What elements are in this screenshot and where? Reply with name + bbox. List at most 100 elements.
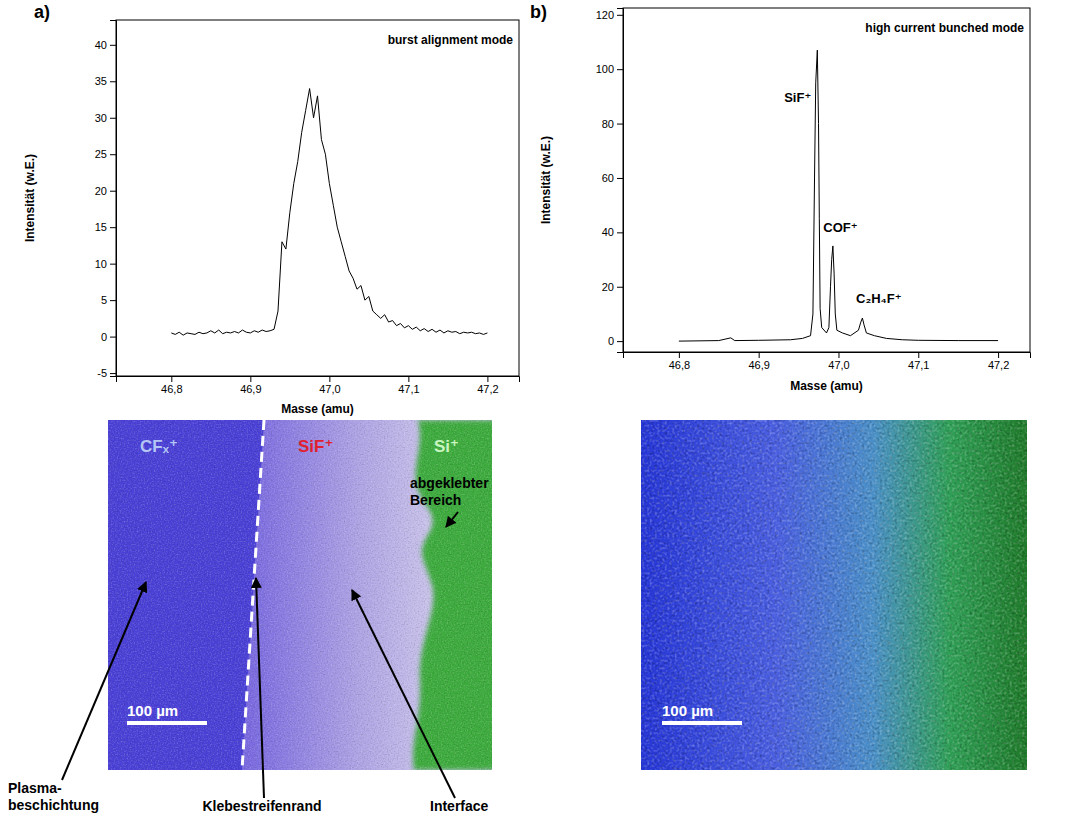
y-tick: 30 <box>95 112 116 124</box>
chart-panel: 46,846,947,047,147,2020406080100120high … <box>530 2 1031 393</box>
x-tick-label: 47,0 <box>828 359 849 371</box>
callout-label: beschichtung <box>8 797 99 813</box>
x-tick-mark <box>171 376 172 382</box>
scale-bar <box>662 721 742 725</box>
scale-bar-label: 100 µm <box>662 702 713 719</box>
x-tick-mark <box>679 352 680 358</box>
plot-title: burst alignment mode <box>388 33 514 47</box>
x-axis: 46,8 46,9 47,0 47,1 47,2 <box>624 352 1031 371</box>
y-tick-label: 35 <box>95 75 107 87</box>
x-axis: 46,8 46,9 47,0 47,1 47,2 <box>117 376 520 395</box>
y-tick-label: 30 <box>95 112 107 124</box>
callout-arrow <box>352 590 455 798</box>
x-tick-label: 47,2 <box>477 383 498 395</box>
x-tick-mark <box>329 376 330 382</box>
x-axis-line <box>624 353 1031 359</box>
x-tick-mark <box>487 376 488 382</box>
peak-label: C₂H₄F⁺ <box>856 291 902 306</box>
y-tick: 80 <box>602 118 623 130</box>
map-noise <box>108 420 492 770</box>
map-noise <box>641 420 1027 770</box>
y-tick-mark <box>617 287 623 288</box>
y-tick: 60 <box>602 172 623 184</box>
y-tick-mark <box>110 264 116 265</box>
x-tick: 47,0 <box>828 352 849 371</box>
y-tick-label: 0 <box>608 335 614 347</box>
y-axis-line <box>110 21 117 377</box>
figure: 46,846,947,047,147,2-50510152025303540bu… <box>0 0 1077 825</box>
plot-frame <box>116 20 519 376</box>
y-tick: 100 <box>596 63 623 75</box>
callout-label: Bereich <box>410 492 461 508</box>
x-tick: 46,8 <box>669 352 690 371</box>
peak-label: SiF⁺ <box>784 90 811 105</box>
x-tick-label: 47,1 <box>908 359 929 371</box>
y-tick: 15 <box>95 221 116 233</box>
y-tick-mark <box>110 373 116 374</box>
y-tick-mark <box>110 337 116 338</box>
spectrum-line <box>679 50 998 341</box>
x-tick-mark <box>838 352 839 358</box>
x-tick: 47,1 <box>908 352 929 371</box>
y-tick: 20 <box>602 281 623 293</box>
y-tick-label: 5 <box>101 294 107 306</box>
callout-label: abgeklebter <box>410 475 489 491</box>
plot-frame <box>623 8 1030 352</box>
y-tick: 0 <box>608 335 623 347</box>
y-tick-mark <box>617 124 623 125</box>
callout-arrow <box>256 578 264 798</box>
y-axis: -50510152025303540 <box>95 21 117 380</box>
y-tick-mark <box>617 15 623 16</box>
y-tick: 0 <box>101 331 116 343</box>
y-tick-mark <box>110 118 116 119</box>
x-tick-label: 46,9 <box>240 383 261 395</box>
callout-arrow <box>446 512 458 527</box>
y-axis-title: Intensität (w.E.) <box>23 154 37 242</box>
x-tick-label: 47,1 <box>398 383 419 395</box>
y-tick: 5 <box>101 294 116 306</box>
scale-bar-label: 100 µm <box>127 702 178 719</box>
scale-bar <box>127 721 207 725</box>
y-tick-label: 20 <box>602 281 614 293</box>
chart-panel: 46,846,947,047,147,2-50510152025303540bu… <box>23 2 520 416</box>
x-tick-label: 46,8 <box>669 359 690 371</box>
y-tick-mark <box>110 45 116 46</box>
x-tick-label: 46,9 <box>748 359 769 371</box>
y-tick-label: 100 <box>596 63 614 75</box>
spectrum-line <box>171 89 487 336</box>
y-tick-label: -5 <box>97 367 107 379</box>
y-tick-mark <box>617 232 623 233</box>
map-ion-label: SiF⁺ <box>298 437 333 456</box>
callout-label: Plasma- <box>8 780 62 796</box>
y-axis-title: Intensität (w.E.) <box>539 136 553 224</box>
y-tick-mark <box>110 81 116 82</box>
y-tick-mark <box>617 69 623 70</box>
panel-letter: a) <box>34 2 50 22</box>
x-tick-mark <box>408 376 409 382</box>
x-axis-title: Masse (amu) <box>790 379 863 393</box>
x-tick-mark <box>759 352 760 358</box>
map-ion-label: Si⁺ <box>434 437 459 456</box>
map-ion-label: CFₓ⁺ <box>140 437 178 456</box>
y-tick-mark <box>617 178 623 179</box>
plot-area <box>679 50 998 341</box>
map-image <box>108 420 492 770</box>
image-annotations: CFₓ⁺ SiF⁺ Si⁺ abgeklebterBereich Plasma-besc… <box>8 437 742 814</box>
x-tick: 47,2 <box>988 352 1009 371</box>
panel-letter: b) <box>530 2 547 22</box>
y-tick-mark <box>110 300 116 301</box>
y-tick-label: 40 <box>602 226 614 238</box>
callout-label: Klebestreifenrand <box>202 798 321 814</box>
x-tick: 47,0 <box>319 376 340 395</box>
y-tick-label: 80 <box>602 118 614 130</box>
map-background <box>641 420 1027 770</box>
x-tick-mark <box>250 376 251 382</box>
callout-label: Interface <box>430 798 489 814</box>
x-tick: 46,8 <box>161 376 182 395</box>
y-tick-mark <box>617 341 623 342</box>
y-tick: 120 <box>596 9 623 21</box>
y-axis: 0 20 40 60 80 100 120 <box>596 9 624 353</box>
peak-label: COF⁺ <box>823 220 857 235</box>
x-axis-title: Masse (amu) <box>281 402 354 416</box>
y-tick-label: 25 <box>95 148 107 160</box>
